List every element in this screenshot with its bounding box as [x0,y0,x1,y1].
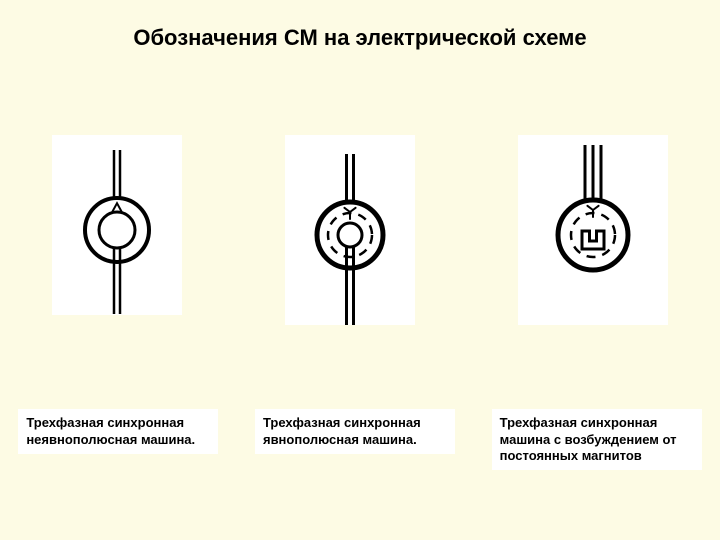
page: Обозначения СМ на электрической схеме Тр… [0,0,720,540]
caption-pm: Трехфазная синхронная машина с возбужден… [492,409,702,470]
symbol-svg [285,135,415,325]
symbol-svg [52,135,182,315]
symbol-svg [518,135,668,325]
page-title: Обозначения СМ на электрической схеме [0,25,720,51]
caption-salient: Трехфазная синхронная явнополюсная машин… [255,409,455,454]
caption-row: Трехфазная синхронная неявнополюсная маш… [0,409,720,470]
symbol-salient [285,135,415,325]
symbol-pm [518,135,668,325]
caption-nonsalient: Трехфазная синхронная неявнополюсная маш… [18,409,218,454]
symbol-row [0,135,720,325]
symbol-nonsalient [52,135,182,315]
